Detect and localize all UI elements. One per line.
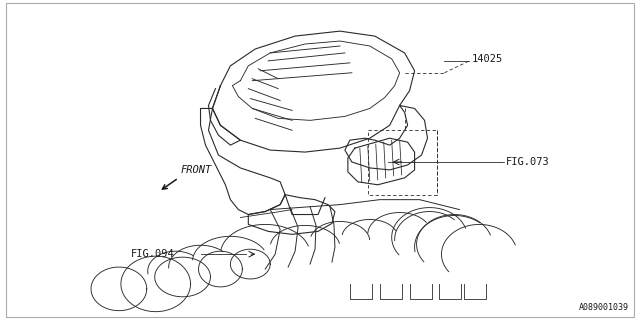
Text: FIG.073: FIG.073: [506, 157, 550, 167]
Text: FIG.094: FIG.094: [131, 249, 175, 259]
Text: FRONT: FRONT: [180, 165, 212, 175]
Text: 14025: 14025: [471, 54, 502, 64]
Text: A089001039: A089001039: [579, 303, 628, 312]
